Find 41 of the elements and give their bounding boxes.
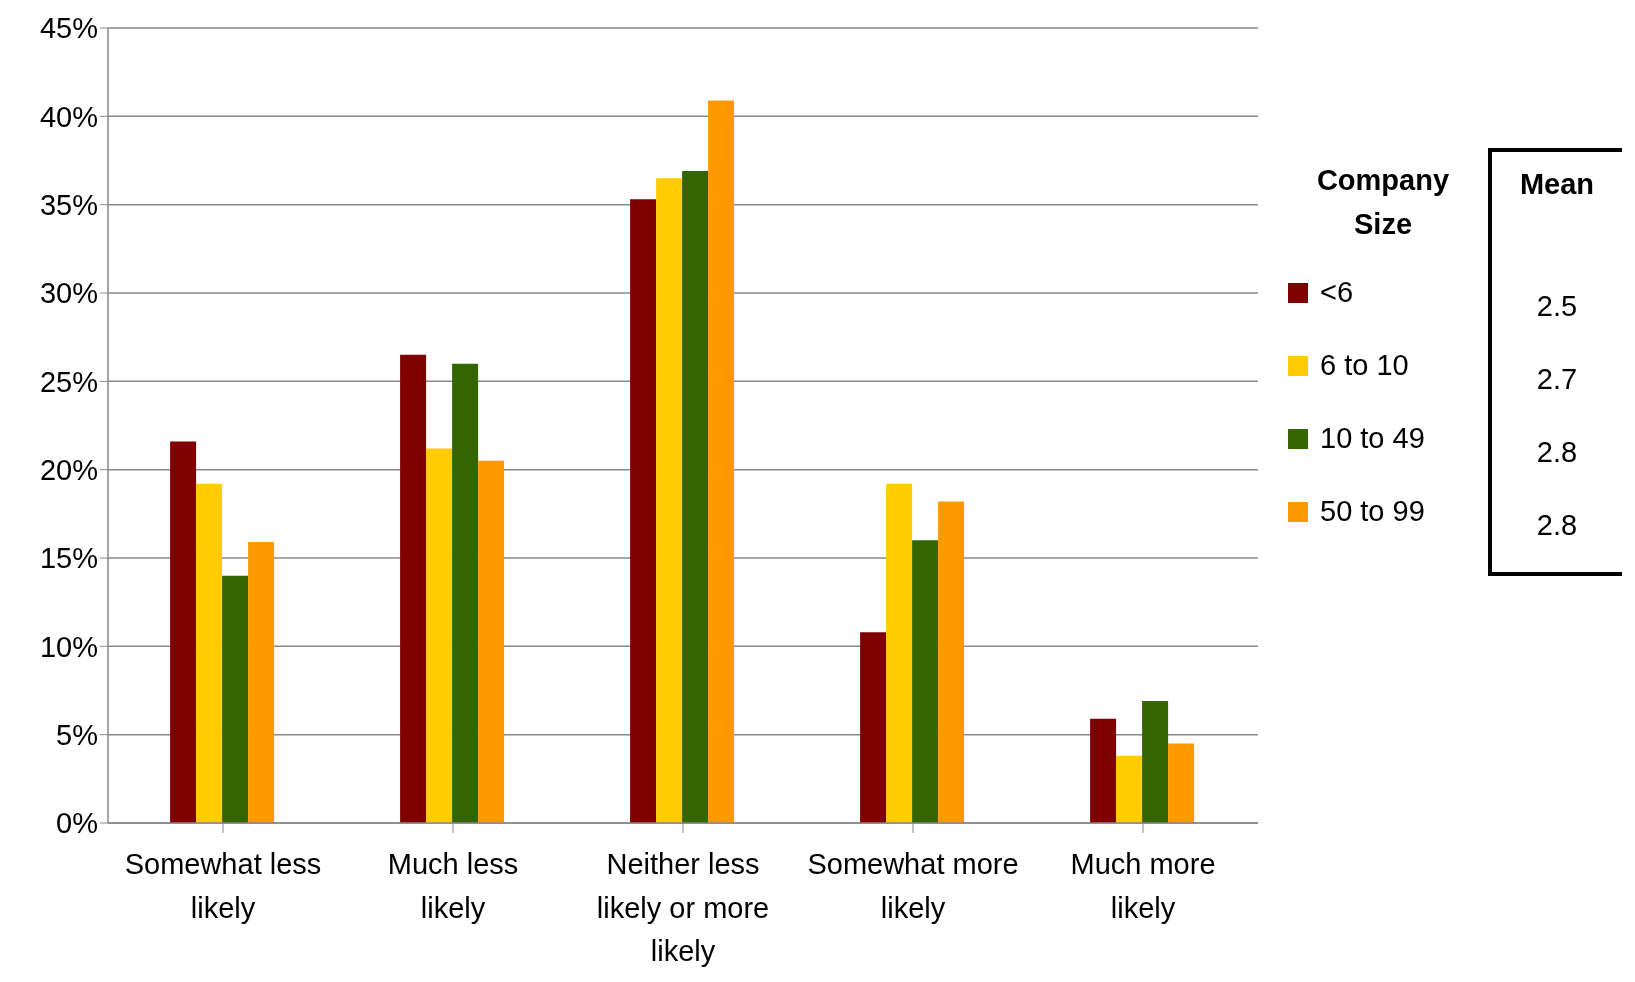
legend-label: 6 to 10 (1320, 349, 1409, 382)
x-tick-label: Somewhat less likely (124, 848, 322, 924)
bar (478, 460, 505, 823)
bar (248, 542, 275, 823)
y-tick-label: 35% (39, 188, 98, 221)
bar (170, 441, 197, 823)
bar (682, 171, 709, 823)
y-tick-label: 45% (39, 12, 98, 45)
bar (938, 501, 965, 823)
y-tick-label: 25% (39, 365, 98, 398)
legend-label: 50 to 99 (1320, 495, 1425, 528)
y-tick-label: 15% (39, 542, 98, 575)
x-tick-label: Somewhat more likely (807, 848, 1019, 924)
y-tick-label: 10% (39, 630, 98, 663)
bar (452, 363, 479, 823)
legend-label: 10 to 49 (1320, 422, 1425, 455)
bar (860, 632, 887, 823)
bar (886, 483, 913, 823)
bar (426, 448, 453, 823)
bar (912, 540, 939, 823)
bar (1116, 755, 1143, 823)
y-tick-label: 20% (39, 453, 98, 486)
bar (1090, 718, 1117, 823)
y-tick-label: 40% (39, 100, 98, 133)
legend-title: Company Size (1315, 163, 1451, 242)
legend-label: <6 (1320, 276, 1354, 309)
y-tick-label: 0% (56, 807, 98, 840)
bar (400, 354, 427, 823)
bar (656, 178, 683, 823)
bar (1142, 701, 1169, 823)
bar (1168, 743, 1195, 823)
bar (708, 100, 735, 823)
x-tick-label: Much less likely (387, 848, 519, 924)
x-tick-label: Much more likely (1070, 848, 1216, 924)
y-tick-label: 5% (56, 718, 98, 751)
bar (630, 199, 657, 823)
bar (222, 575, 249, 823)
table-outline: Mean 2.5 2.7 2.8 2.8 (1488, 148, 1622, 576)
bar (196, 483, 223, 823)
y-tick-label: 30% (39, 277, 98, 310)
x-tick-label: Neither less likely or more likely (596, 848, 770, 967)
